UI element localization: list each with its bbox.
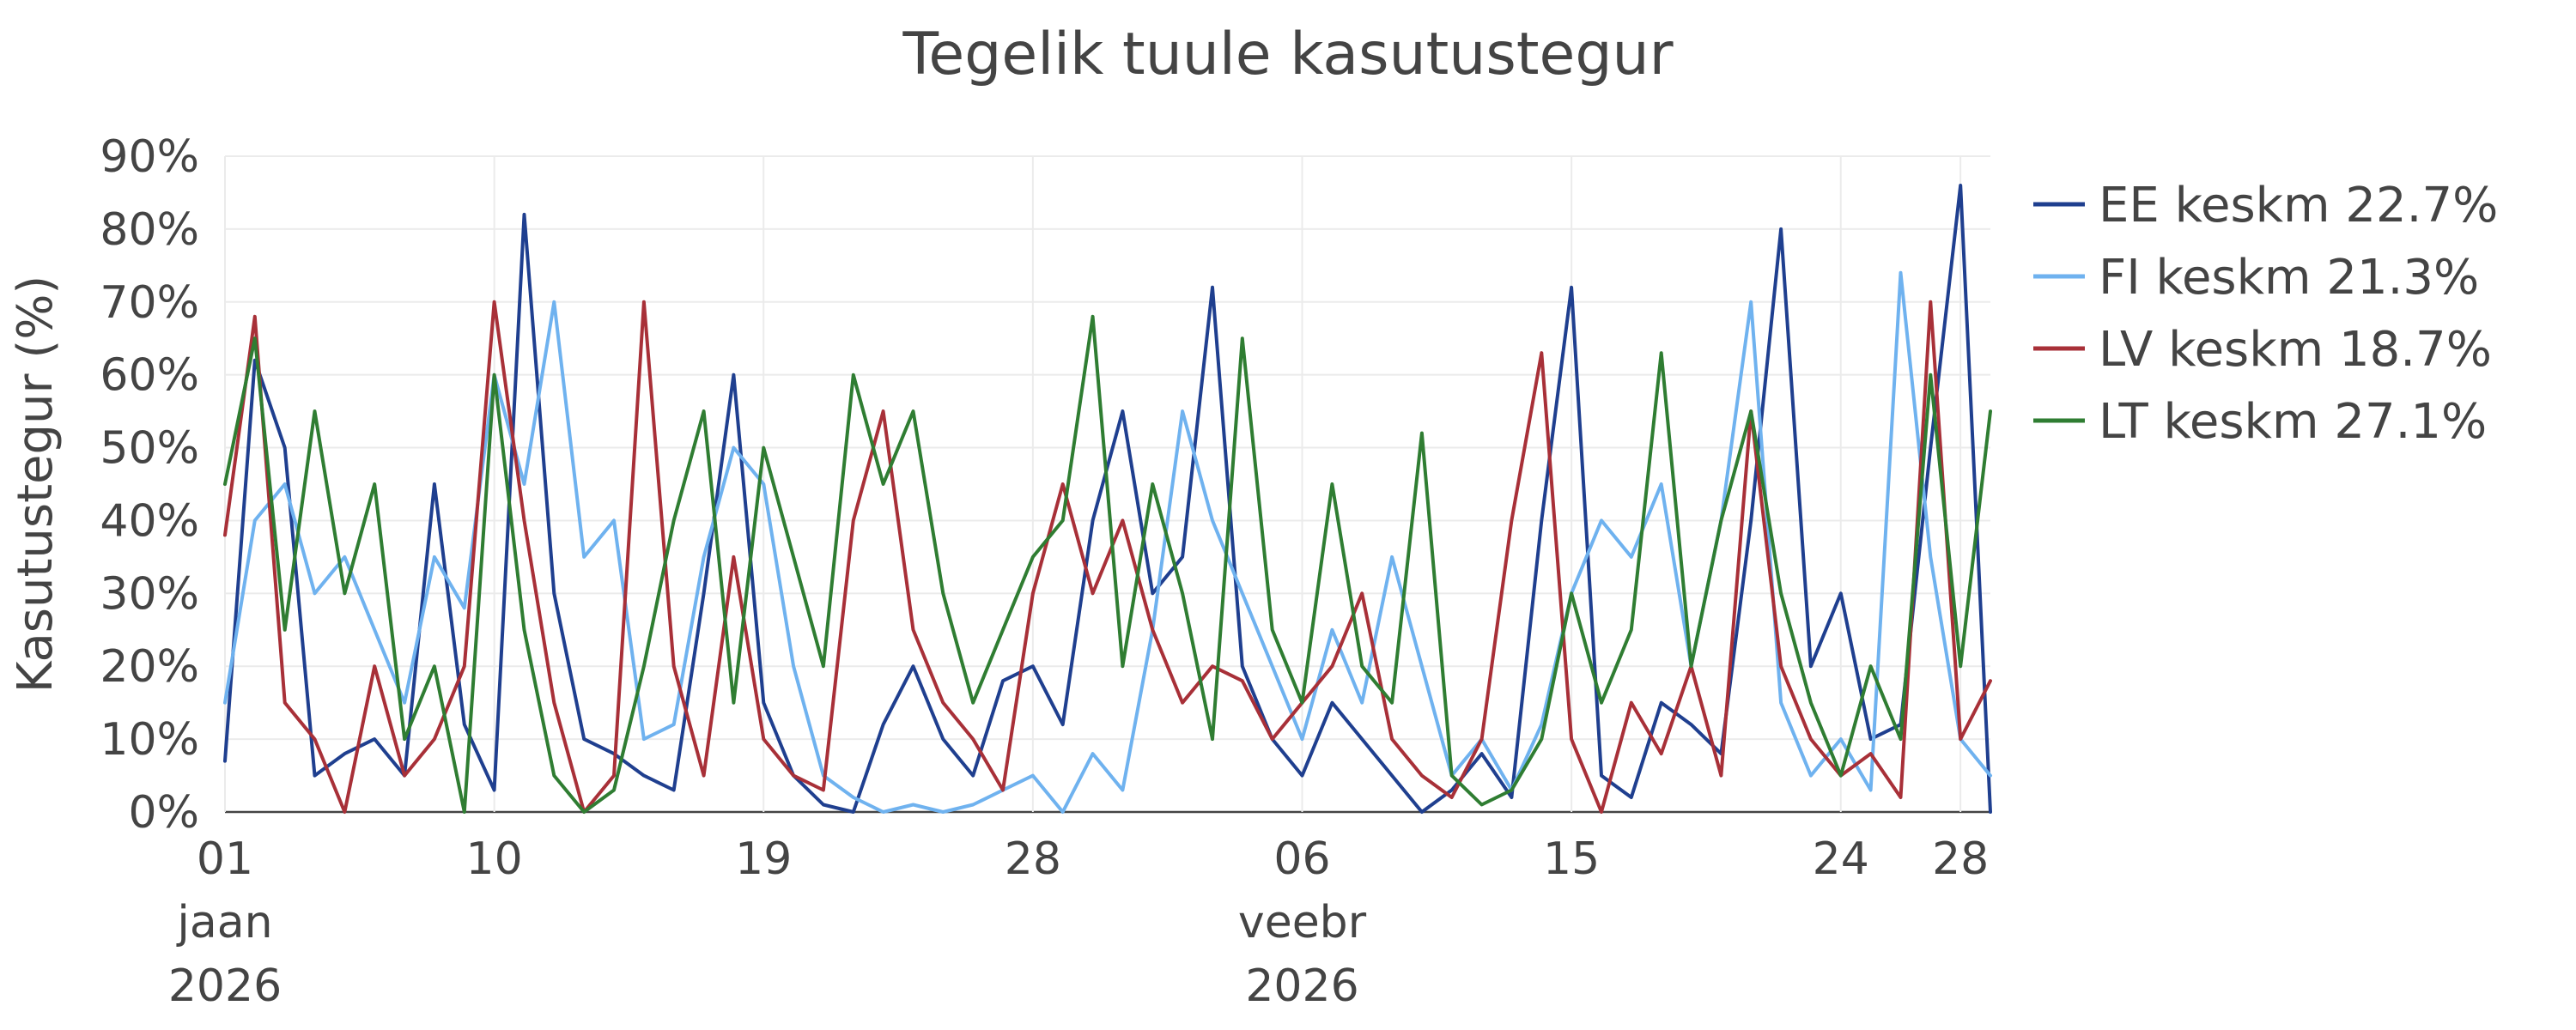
- y-tick-label: 0%: [129, 787, 200, 839]
- chart-series: [223, 184, 1992, 814]
- x-tick-label: 28: [1932, 833, 1989, 885]
- series-line: [223, 184, 1992, 814]
- legend-item[interactable]: FI keskm 21.3%: [2033, 250, 2479, 306]
- x-tick-label: 01: [197, 833, 253, 885]
- y-tick-label: 30%: [100, 568, 199, 620]
- legend-item[interactable]: LT keskm 27.1%: [2033, 394, 2487, 450]
- x-tick-label: 2026: [168, 960, 282, 1012]
- y-tick-label: 20%: [100, 641, 199, 693]
- y-axis-ticks: 0% 10% 20% 30% 40% 50% 60% 70% 80% 90%: [100, 131, 199, 839]
- x-axis-ticks: 01 jaan 2026 10 19 28 06 veebr 2026 15 24 28: [168, 833, 1989, 1012]
- x-tick-label: 24: [1813, 833, 1869, 885]
- y-tick-label: 60%: [100, 350, 199, 402]
- x-tick-label: 28: [1005, 833, 1061, 885]
- legend-label: LT keskm 27.1%: [2099, 394, 2487, 450]
- x-tick-label: jaan: [176, 897, 272, 948]
- x-tick-label: 2026: [1245, 960, 1358, 1012]
- y-tick-label: 50%: [100, 423, 199, 475]
- y-axis-title: Kasutustegur (%): [8, 276, 64, 694]
- series-line: [223, 300, 1992, 814]
- y-tick-label: 90%: [100, 131, 199, 183]
- x-tick-label: 15: [1543, 833, 1600, 885]
- x-tick-label: 10: [466, 833, 523, 885]
- chart-legend[interactable]: EE keskm 22.7% FI keskm 21.3% LV keskm 18.…: [2033, 178, 2498, 450]
- y-tick-label: 40%: [100, 495, 199, 547]
- legend-label: EE keskm 22.7%: [2099, 178, 2498, 233]
- chart-title: Tegelik tuule kasutustegur: [902, 21, 1673, 88]
- legend-item[interactable]: LV keskm 18.7%: [2033, 322, 2492, 378]
- x-tick-label: 19: [735, 833, 792, 885]
- legend-label: FI keskm 21.3%: [2099, 250, 2479, 306]
- x-tick-label: 06: [1273, 833, 1330, 885]
- series-line: [223, 314, 1992, 814]
- y-tick-label: 70%: [100, 277, 199, 329]
- legend-label: LV keskm 18.7%: [2099, 322, 2492, 378]
- legend-item[interactable]: EE keskm 22.7%: [2033, 178, 2498, 233]
- y-tick-label: 10%: [100, 714, 199, 766]
- x-tick-label: veebr: [1238, 897, 1367, 948]
- y-tick-label: 80%: [100, 204, 199, 256]
